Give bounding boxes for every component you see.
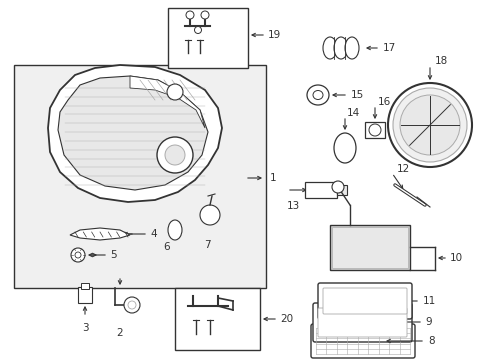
Text: 11: 11 [422, 296, 435, 306]
Text: 8: 8 [427, 336, 434, 346]
Ellipse shape [345, 37, 358, 59]
Bar [364, 122, 384, 138]
Bar [336, 185, 346, 195]
Ellipse shape [333, 37, 347, 59]
Circle shape [387, 83, 471, 167]
Text: 20: 20 [280, 314, 292, 324]
Ellipse shape [323, 37, 336, 59]
Bar [175, 288, 260, 350]
Text: 6: 6 [163, 242, 170, 252]
Polygon shape [130, 76, 204, 128]
Bar [78, 287, 92, 303]
FancyBboxPatch shape [317, 308, 406, 337]
Circle shape [194, 27, 201, 33]
Text: 18: 18 [434, 56, 447, 66]
Bar [329, 225, 409, 270]
Circle shape [164, 145, 184, 165]
Text: 13: 13 [286, 201, 300, 211]
Text: 16: 16 [377, 97, 390, 107]
Ellipse shape [333, 133, 355, 163]
Polygon shape [58, 76, 207, 190]
Text: 3: 3 [81, 323, 88, 333]
Bar [168, 8, 247, 68]
Text: 10: 10 [449, 253, 462, 263]
Bar [81, 283, 89, 289]
Polygon shape [70, 228, 130, 240]
Bar [331, 227, 407, 268]
FancyBboxPatch shape [310, 324, 414, 358]
Circle shape [331, 181, 343, 193]
Circle shape [201, 11, 208, 19]
Ellipse shape [306, 85, 328, 105]
Text: 5: 5 [110, 250, 116, 260]
Text: 17: 17 [382, 43, 395, 53]
FancyBboxPatch shape [317, 283, 411, 319]
Circle shape [185, 11, 194, 19]
Circle shape [399, 95, 459, 155]
Circle shape [124, 297, 140, 313]
Text: 19: 19 [267, 30, 281, 40]
Circle shape [157, 137, 193, 173]
Circle shape [200, 205, 220, 225]
Text: 1: 1 [269, 173, 276, 183]
Bar [305, 182, 336, 198]
Text: 4: 4 [150, 229, 156, 239]
Text: 14: 14 [346, 108, 360, 118]
Circle shape [128, 301, 136, 309]
Text: 2: 2 [117, 328, 123, 338]
Circle shape [368, 124, 380, 136]
Bar [14, 65, 265, 288]
Polygon shape [48, 65, 222, 202]
Circle shape [75, 252, 81, 258]
FancyBboxPatch shape [323, 288, 406, 314]
Text: 15: 15 [350, 90, 364, 100]
Text: 7: 7 [203, 240, 210, 250]
Text: 12: 12 [396, 164, 409, 174]
Ellipse shape [168, 220, 182, 240]
Circle shape [71, 248, 85, 262]
Circle shape [167, 84, 183, 100]
Text: 9: 9 [424, 317, 431, 327]
Ellipse shape [312, 90, 323, 99]
FancyBboxPatch shape [312, 303, 411, 342]
Circle shape [392, 88, 466, 162]
